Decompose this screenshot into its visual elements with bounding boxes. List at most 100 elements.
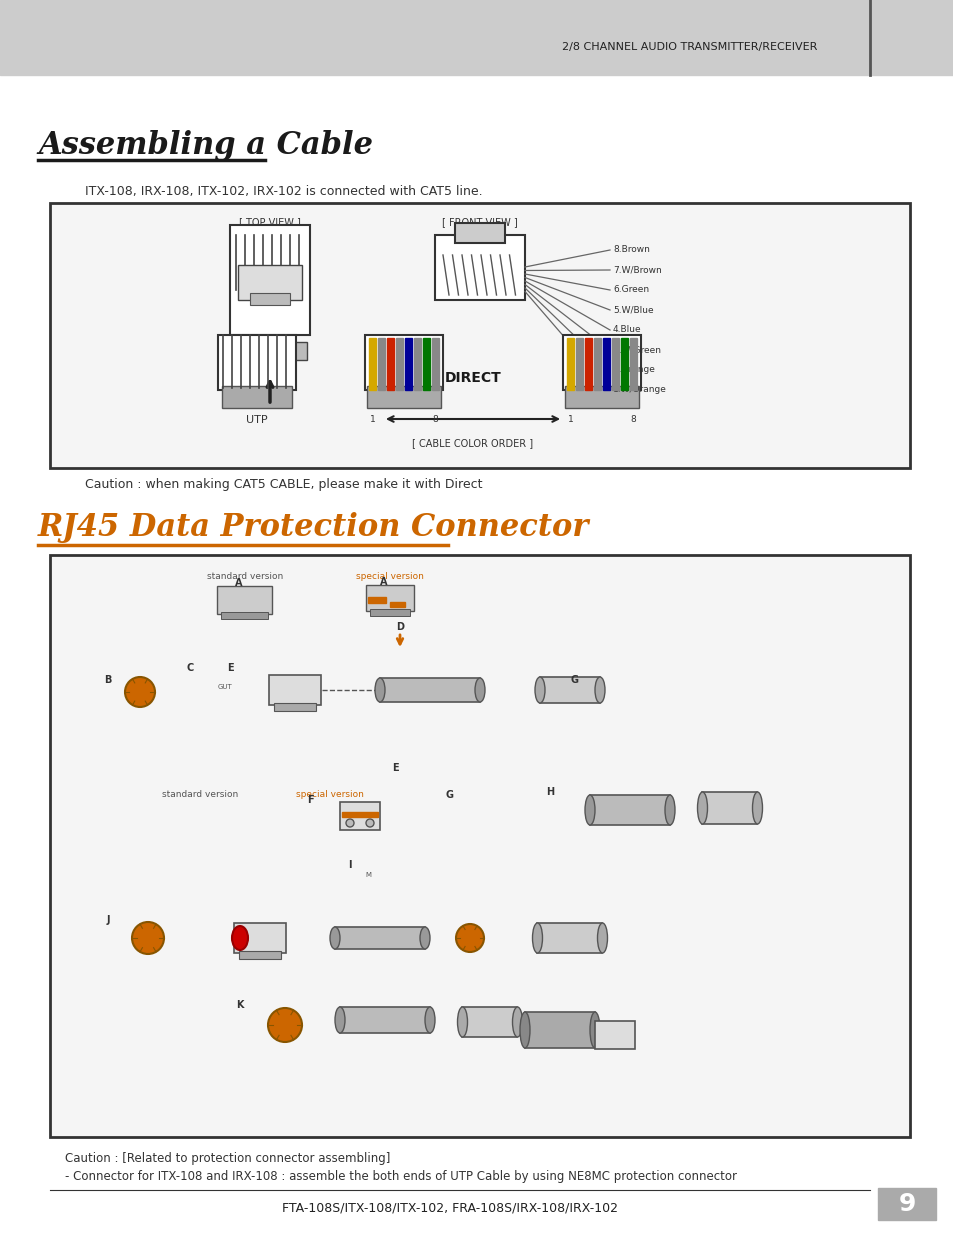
Text: A: A bbox=[379, 577, 387, 587]
Ellipse shape bbox=[419, 927, 430, 948]
Bar bbox=[594, 338, 600, 390]
Text: 1.W/Orange: 1.W/Orange bbox=[613, 385, 666, 394]
Bar bbox=[368, 597, 386, 603]
Circle shape bbox=[268, 1008, 302, 1042]
Circle shape bbox=[125, 677, 154, 706]
Ellipse shape bbox=[330, 927, 339, 948]
Text: J: J bbox=[106, 915, 110, 925]
Text: 6.Green: 6.Green bbox=[613, 285, 648, 294]
Circle shape bbox=[456, 924, 483, 952]
Bar bbox=[366, 585, 414, 611]
Bar bbox=[405, 338, 412, 390]
Ellipse shape bbox=[664, 795, 675, 825]
Ellipse shape bbox=[424, 1007, 435, 1032]
Bar bbox=[0, 0, 953, 75]
Bar bbox=[537, 923, 602, 953]
Text: 7.W/Brown: 7.W/Brown bbox=[613, 266, 661, 274]
Text: E: E bbox=[392, 763, 398, 773]
Bar bbox=[222, 387, 292, 408]
Text: - Connector for ITX-108 and IRX-108 : assemble the both ends of UTP Cable by usi: - Connector for ITX-108 and IRX-108 : as… bbox=[65, 1170, 737, 1183]
Ellipse shape bbox=[519, 1011, 530, 1049]
Text: [ CABLE COLOR ORDER ]: [ CABLE COLOR ORDER ] bbox=[412, 438, 533, 448]
Text: ITX-108, IRX-108, ITX-102, IRX-102 is connected with CAT5 line.: ITX-108, IRX-108, ITX-102, IRX-102 is co… bbox=[85, 185, 482, 198]
Bar bbox=[237, 266, 302, 300]
Bar bbox=[414, 338, 420, 390]
Text: 9: 9 bbox=[898, 1192, 915, 1216]
Text: [ FRONT VIEW ]: [ FRONT VIEW ] bbox=[441, 217, 517, 227]
Bar bbox=[455, 224, 504, 243]
Bar bbox=[233, 923, 286, 953]
Text: 4.Blue: 4.Blue bbox=[613, 326, 641, 335]
Bar bbox=[365, 335, 442, 390]
Text: Assembling a Cable: Assembling a Cable bbox=[38, 130, 373, 161]
Bar bbox=[379, 678, 479, 701]
Text: [ TOP VIEW ]: [ TOP VIEW ] bbox=[239, 217, 300, 227]
Bar bbox=[595, 1021, 635, 1049]
Bar bbox=[462, 1007, 517, 1037]
Text: D: D bbox=[395, 622, 403, 632]
Bar bbox=[50, 555, 909, 1137]
Bar bbox=[566, 338, 574, 390]
Ellipse shape bbox=[595, 677, 604, 703]
Text: 5.W/Blue: 5.W/Blue bbox=[613, 305, 653, 315]
Bar bbox=[576, 338, 582, 390]
Text: G: G bbox=[446, 790, 454, 800]
Text: UTP: UTP bbox=[246, 415, 268, 425]
Ellipse shape bbox=[589, 1011, 599, 1049]
Ellipse shape bbox=[232, 926, 248, 950]
Ellipse shape bbox=[375, 678, 385, 701]
Bar bbox=[369, 338, 375, 390]
Text: GUT: GUT bbox=[217, 684, 233, 690]
Text: F: F bbox=[306, 795, 313, 805]
Bar bbox=[218, 335, 295, 390]
Bar bbox=[390, 601, 405, 606]
Circle shape bbox=[366, 819, 374, 827]
Bar bbox=[339, 1007, 430, 1032]
Ellipse shape bbox=[532, 923, 542, 953]
Bar bbox=[620, 338, 627, 390]
Bar bbox=[422, 338, 430, 390]
Bar bbox=[629, 338, 637, 390]
Bar bbox=[274, 703, 315, 711]
Bar bbox=[370, 609, 410, 616]
Bar bbox=[233, 342, 307, 359]
Bar bbox=[701, 792, 757, 824]
Circle shape bbox=[132, 923, 164, 953]
Bar bbox=[539, 677, 599, 703]
Text: H: H bbox=[545, 787, 554, 797]
Ellipse shape bbox=[697, 792, 707, 824]
Bar bbox=[230, 225, 310, 335]
Ellipse shape bbox=[752, 792, 761, 824]
Text: DIRECT: DIRECT bbox=[444, 370, 501, 385]
Text: G: G bbox=[571, 676, 578, 685]
Ellipse shape bbox=[535, 677, 544, 703]
Text: 3.W/Green: 3.W/Green bbox=[613, 346, 660, 354]
Text: RJ45 Data Protection Connector: RJ45 Data Protection Connector bbox=[38, 513, 589, 543]
Bar bbox=[432, 338, 438, 390]
Bar bbox=[564, 387, 639, 408]
Text: standard version: standard version bbox=[207, 572, 283, 580]
Text: 8: 8 bbox=[432, 415, 437, 425]
Text: standard version: standard version bbox=[162, 790, 238, 799]
Text: B: B bbox=[104, 676, 112, 685]
Bar bbox=[387, 338, 394, 390]
Bar bbox=[589, 795, 669, 825]
Bar bbox=[341, 811, 377, 818]
Bar bbox=[339, 802, 379, 830]
Text: 2/8 CHANNEL AUDIO TRANSMITTER/RECEIVER: 2/8 CHANNEL AUDIO TRANSMITTER/RECEIVER bbox=[561, 42, 817, 52]
Text: A: A bbox=[234, 578, 242, 588]
Circle shape bbox=[346, 819, 354, 827]
Text: FTA-108S/ITX-108/ITX-102, FRA-108S/IRX-108/IRX-102: FTA-108S/ITX-108/ITX-102, FRA-108S/IRX-1… bbox=[282, 1202, 618, 1214]
Ellipse shape bbox=[475, 678, 484, 701]
Text: E: E bbox=[227, 663, 233, 673]
Bar bbox=[377, 338, 385, 390]
Bar bbox=[395, 338, 402, 390]
Text: Caution : when making CAT5 CABLE, please make it with Direct: Caution : when making CAT5 CABLE, please… bbox=[85, 478, 482, 492]
Bar bbox=[367, 387, 440, 408]
Bar bbox=[602, 338, 609, 390]
Text: 1: 1 bbox=[370, 415, 375, 425]
Ellipse shape bbox=[584, 795, 595, 825]
Bar bbox=[524, 1011, 595, 1049]
Bar bbox=[877, 1188, 935, 1220]
Bar bbox=[239, 951, 281, 960]
